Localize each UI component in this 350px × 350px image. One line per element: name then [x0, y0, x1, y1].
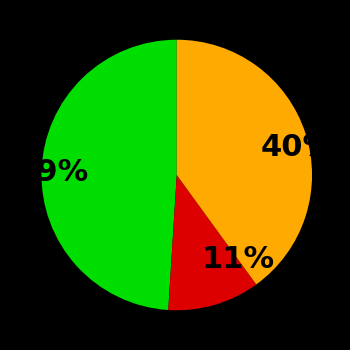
Text: 11%: 11% [201, 245, 274, 274]
Wedge shape [177, 40, 312, 285]
Wedge shape [42, 40, 177, 310]
Text: 49%: 49% [16, 158, 89, 187]
Text: 40%: 40% [260, 133, 334, 162]
Wedge shape [168, 175, 256, 310]
